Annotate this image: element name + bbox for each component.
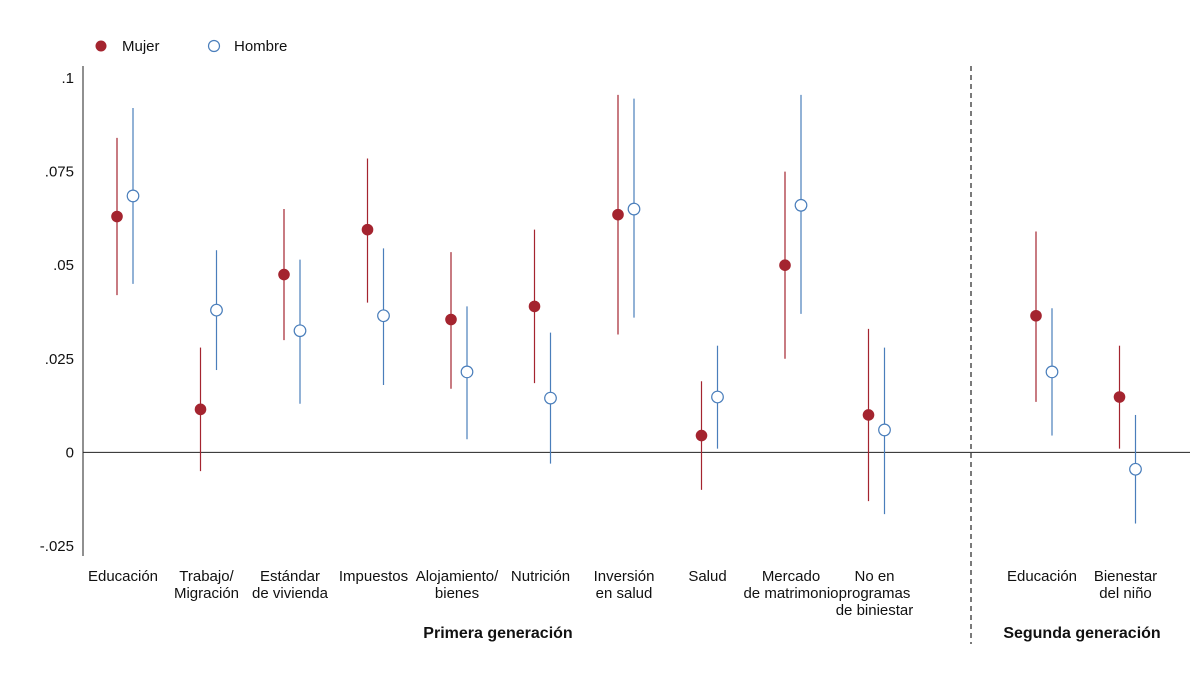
point-mujer <box>1113 391 1126 403</box>
category-label-line: Migración <box>174 585 239 602</box>
category-label-line: programas <box>839 585 911 602</box>
point-hombre <box>627 202 641 216</box>
category-label-line: Estándar <box>260 568 320 585</box>
point-hombre <box>293 324 307 338</box>
category-label-line: en salud <box>596 585 653 602</box>
category-label-line: Trabajo/ <box>179 568 234 585</box>
point-mujer <box>695 429 708 442</box>
point-mujer <box>445 313 457 326</box>
legend-hombre-label: Hombre <box>234 38 287 55</box>
category-label: Mercado de matrimonio <box>743 568 838 602</box>
category-label: Bienestar del niño <box>1094 568 1157 602</box>
category-label: Impuestos <box>339 568 408 585</box>
point-hombre <box>126 189 140 203</box>
category-label-line: Mercado <box>762 568 820 585</box>
confidence-intervals <box>116 94 1137 524</box>
y-tick-label: 0 <box>66 444 74 461</box>
point-mujer <box>862 409 875 421</box>
category-label-line: Impuestos <box>339 568 408 585</box>
point-hombre <box>794 198 808 212</box>
point-hombre <box>460 365 474 379</box>
point-mujer <box>194 403 207 416</box>
category-label: Inversión en salud <box>594 568 655 602</box>
point-mujer <box>1030 309 1042 322</box>
category-labels: Educación Trabajo/Migración Estándar de viv… <box>88 568 1157 619</box>
point-hombre <box>377 309 390 323</box>
category-label-line: Educación <box>1007 568 1077 585</box>
category-label: Alojamiento/bienes <box>416 568 499 602</box>
point-hombre <box>210 303 223 317</box>
category-label-line: Nutrición <box>511 568 570 585</box>
category-label-line: No en <box>854 568 894 585</box>
category-label-line: del niño <box>1099 585 1152 602</box>
y-tick-label: .025 <box>45 351 74 368</box>
category-label-line: de biniestar <box>836 602 914 619</box>
category-label: Nutrición <box>511 568 570 585</box>
category-label-line: Bienestar <box>1094 568 1157 585</box>
group-label: Primera generación <box>423 625 572 642</box>
category-label-line: Educación <box>88 568 158 585</box>
category-label-line: de matrimonio <box>743 585 838 602</box>
point-mujer <box>528 300 541 313</box>
category-label-line: Inversión <box>594 568 655 585</box>
point-mujer <box>278 268 290 281</box>
legend: Mujer Hombre <box>95 38 287 55</box>
category-label: Estándar de vivienda <box>252 568 329 602</box>
point-mujer <box>111 210 123 223</box>
category-label: No en programas de biniestar <box>836 568 914 619</box>
y-tick-label: .1 <box>61 70 74 87</box>
category-label-line: de vivienda <box>252 585 329 602</box>
point-hombre <box>1045 365 1059 379</box>
legend-mujer-marker <box>95 40 107 52</box>
y-tick-label: -.025 <box>40 538 74 555</box>
point-mujer <box>779 259 791 272</box>
point-hombre <box>544 391 557 405</box>
category-label: Educación <box>1007 568 1077 585</box>
point-hombre <box>1129 462 1142 476</box>
group-labels: Primera generación Segunda generación <box>423 625 1160 642</box>
legend-hombre-marker <box>207 39 221 53</box>
point-mujer <box>612 208 624 221</box>
y-tick-label: .05 <box>53 257 74 274</box>
point-hombre <box>711 390 724 404</box>
point-mujer <box>361 223 374 236</box>
axes: .1 .075 .05 .025 0 -.025 <box>40 66 1190 644</box>
category-label-line: bienes <box>435 585 479 602</box>
point-estimates <box>111 189 1142 476</box>
y-tick-label: .075 <box>45 164 74 181</box>
category-label: Trabajo/Migración <box>174 568 239 602</box>
category-label-line: Alojamiento/ <box>416 568 499 585</box>
category-label: Salud <box>688 568 726 585</box>
legend-mujer-label: Mujer <box>122 38 160 55</box>
category-label-line: Salud <box>688 568 726 585</box>
category-label: Educación <box>88 568 158 585</box>
point-hombre <box>878 423 891 437</box>
group-label: Segunda generación <box>1003 625 1160 642</box>
